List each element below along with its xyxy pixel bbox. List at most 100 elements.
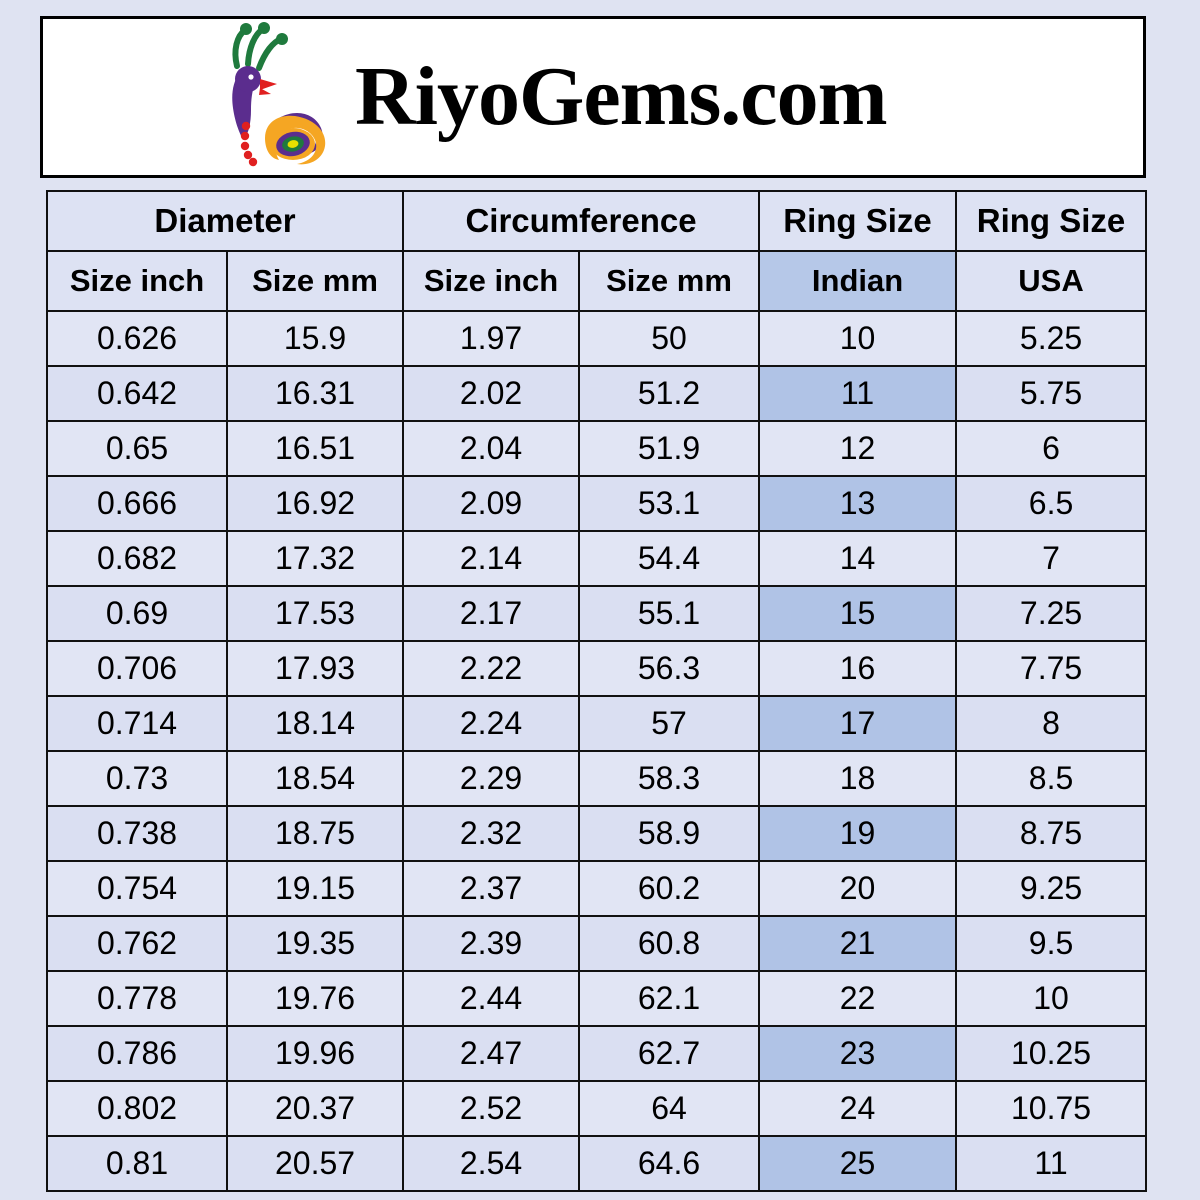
cell-diameter-inch: 0.642 xyxy=(46,365,228,422)
brand-title: RiyoGems.com xyxy=(355,50,888,143)
table-row: 0.642 16.31 2.02 51.2 11 5.75 xyxy=(46,365,1148,422)
cell-circumference-inch: 2.04 xyxy=(402,420,581,477)
cell-ring-size-indian: 14 xyxy=(758,530,958,587)
cell-ring-size-indian: 16 xyxy=(758,640,958,697)
table-row: 0.69 17.53 2.17 55.1 15 7.25 xyxy=(46,585,1148,642)
cell-circumference-mm: 64.6 xyxy=(578,1135,761,1192)
cell-circumference-inch: 1.97 xyxy=(402,310,581,367)
group-header-ring-size-indian: Ring Size xyxy=(758,190,958,252)
cell-ring-size-usa: 7 xyxy=(955,530,1148,587)
cell-circumference-mm: 50 xyxy=(578,310,761,367)
cell-diameter-mm: 18.54 xyxy=(225,750,405,807)
cell-circumference-inch: 2.39 xyxy=(402,915,581,972)
cell-circumference-mm: 62.7 xyxy=(578,1025,761,1082)
cell-diameter-inch: 0.682 xyxy=(46,530,228,587)
table-row: 0.786 19.96 2.47 62.7 23 10.25 xyxy=(46,1025,1148,1082)
cell-ring-size-indian: 12 xyxy=(758,420,958,477)
peacock-logo-icon xyxy=(193,22,343,172)
cell-diameter-inch: 0.81 xyxy=(46,1135,228,1192)
group-header-ring-size-usa: Ring Size xyxy=(955,190,1148,252)
cell-circumference-mm: 57 xyxy=(578,695,761,752)
sub-header-diameter-inch: Size inch xyxy=(46,250,228,312)
cell-ring-size-indian: 10 xyxy=(758,310,958,367)
cell-circumference-mm: 60.2 xyxy=(578,860,761,917)
cell-circumference-inch: 2.24 xyxy=(402,695,581,752)
cell-circumference-inch: 2.29 xyxy=(402,750,581,807)
cell-diameter-mm: 15.9 xyxy=(225,310,405,367)
cell-circumference-inch: 2.02 xyxy=(402,365,581,422)
cell-diameter-mm: 16.51 xyxy=(225,420,405,477)
cell-diameter-mm: 17.32 xyxy=(225,530,405,587)
table-row: 0.65 16.51 2.04 51.9 12 6 xyxy=(46,420,1148,477)
cell-diameter-inch: 0.666 xyxy=(46,475,228,532)
cell-circumference-inch: 2.54 xyxy=(402,1135,581,1192)
cell-diameter-inch: 0.738 xyxy=(46,805,228,862)
cell-ring-size-indian: 21 xyxy=(758,915,958,972)
cell-diameter-mm: 18.75 xyxy=(225,805,405,862)
cell-circumference-inch: 2.09 xyxy=(402,475,581,532)
cell-diameter-inch: 0.626 xyxy=(46,310,228,367)
table-row: 0.802 20.37 2.52 64 24 10.75 xyxy=(46,1080,1148,1137)
sub-header-indian: Indian xyxy=(758,250,958,312)
cell-diameter-inch: 0.754 xyxy=(46,860,228,917)
cell-diameter-inch: 0.802 xyxy=(46,1080,228,1137)
cell-ring-size-usa: 8.5 xyxy=(955,750,1148,807)
table-row: 0.73 18.54 2.29 58.3 18 8.5 xyxy=(46,750,1148,807)
table-body: 0.626 15.9 1.97 50 10 5.25 0.642 16.31 2.02 51.2 1… xyxy=(46,310,1148,1192)
cell-diameter-mm: 19.15 xyxy=(225,860,405,917)
table-row: 0.738 18.75 2.32 58.9 19 8.75 xyxy=(46,805,1148,862)
group-header-circumference: Circumference xyxy=(402,190,761,252)
cell-circumference-mm: 62.1 xyxy=(578,970,761,1027)
cell-ring-size-usa: 9.25 xyxy=(955,860,1148,917)
cell-diameter-mm: 19.76 xyxy=(225,970,405,1027)
cell-ring-size-indian: 20 xyxy=(758,860,958,917)
cell-diameter-mm: 19.35 xyxy=(225,915,405,972)
table-row: 0.714 18.14 2.24 57 17 8 xyxy=(46,695,1148,752)
cell-circumference-mm: 51.9 xyxy=(578,420,761,477)
cell-diameter-inch: 0.714 xyxy=(46,695,228,752)
cell-circumference-mm: 56.3 xyxy=(578,640,761,697)
cell-diameter-mm: 19.96 xyxy=(225,1025,405,1082)
table-row: 0.81 20.57 2.54 64.6 25 11 xyxy=(46,1135,1148,1192)
cell-diameter-inch: 0.786 xyxy=(46,1025,228,1082)
sub-header-diameter-mm: Size mm xyxy=(225,250,405,312)
cell-circumference-inch: 2.14 xyxy=(402,530,581,587)
cell-circumference-inch: 2.44 xyxy=(402,970,581,1027)
cell-ring-size-usa: 7.75 xyxy=(955,640,1148,697)
cell-ring-size-usa: 10.75 xyxy=(955,1080,1148,1137)
cell-diameter-mm: 20.37 xyxy=(225,1080,405,1137)
cell-ring-size-indian: 22 xyxy=(758,970,958,1027)
group-header-diameter: Diameter xyxy=(45,190,405,252)
cell-circumference-mm: 64 xyxy=(578,1080,761,1137)
group-header-row: Diameter Circumference Ring Size Ring Si… xyxy=(45,190,1148,252)
cell-circumference-mm: 53.1 xyxy=(578,475,761,532)
cell-circumference-inch: 2.32 xyxy=(402,805,581,862)
cell-diameter-mm: 17.53 xyxy=(225,585,405,642)
cell-circumference-inch: 2.17 xyxy=(402,585,581,642)
table-row: 0.626 15.9 1.97 50 10 5.25 xyxy=(46,310,1148,367)
cell-ring-size-indian: 13 xyxy=(758,475,958,532)
cell-diameter-mm: 16.31 xyxy=(225,365,405,422)
cell-ring-size-usa: 7.25 xyxy=(955,585,1148,642)
cell-circumference-mm: 54.4 xyxy=(578,530,761,587)
cell-ring-size-usa: 6.5 xyxy=(955,475,1148,532)
cell-ring-size-usa: 9.5 xyxy=(955,915,1148,972)
cell-circumference-inch: 2.37 xyxy=(402,860,581,917)
table-row: 0.762 19.35 2.39 60.8 21 9.5 xyxy=(46,915,1148,972)
cell-diameter-mm: 16.92 xyxy=(225,475,405,532)
table-row: 0.754 19.15 2.37 60.2 20 9.25 xyxy=(46,860,1148,917)
cell-ring-size-usa: 6 xyxy=(955,420,1148,477)
ring-size-table: Diameter Circumference Ring Size Ring Si… xyxy=(45,190,1148,1192)
cell-ring-size-usa: 8.75 xyxy=(955,805,1148,862)
cell-ring-size-usa: 11 xyxy=(955,1135,1148,1192)
cell-ring-size-indian: 24 xyxy=(758,1080,958,1137)
cell-circumference-mm: 58.9 xyxy=(578,805,761,862)
cell-diameter-inch: 0.762 xyxy=(46,915,228,972)
cell-circumference-mm: 58.3 xyxy=(578,750,761,807)
cell-ring-size-indian: 11 xyxy=(758,365,958,422)
cell-ring-size-indian: 19 xyxy=(758,805,958,862)
sub-header-circumference-mm: Size mm xyxy=(578,250,761,312)
cell-diameter-mm: 17.93 xyxy=(225,640,405,697)
table-row: 0.666 16.92 2.09 53.1 13 6.5 xyxy=(46,475,1148,532)
